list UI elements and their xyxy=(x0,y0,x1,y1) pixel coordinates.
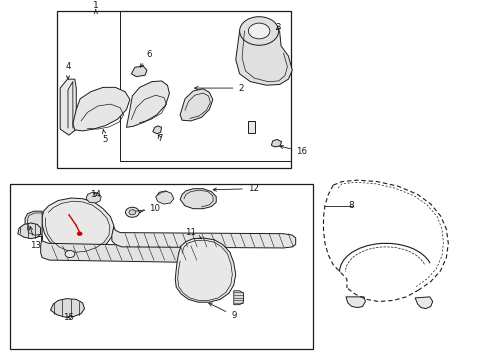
Bar xyxy=(120,12,290,161)
Polygon shape xyxy=(86,192,101,203)
Bar xyxy=(57,12,290,168)
Circle shape xyxy=(239,17,278,45)
Text: 16: 16 xyxy=(279,145,306,156)
Polygon shape xyxy=(180,189,216,209)
Polygon shape xyxy=(25,211,42,237)
Circle shape xyxy=(77,232,82,235)
Text: 4: 4 xyxy=(65,62,71,79)
Polygon shape xyxy=(153,126,161,134)
Polygon shape xyxy=(345,297,365,307)
Polygon shape xyxy=(126,81,169,127)
Polygon shape xyxy=(41,236,203,262)
Circle shape xyxy=(125,207,139,217)
Polygon shape xyxy=(175,238,235,302)
Polygon shape xyxy=(131,66,147,77)
Polygon shape xyxy=(112,226,295,248)
Circle shape xyxy=(65,251,75,258)
Polygon shape xyxy=(235,31,292,85)
Text: 11: 11 xyxy=(185,228,201,239)
Polygon shape xyxy=(42,198,114,254)
Text: 15: 15 xyxy=(63,313,74,322)
Text: 9: 9 xyxy=(208,303,236,320)
Text: 7: 7 xyxy=(157,134,163,143)
Text: 1: 1 xyxy=(93,1,99,10)
Text: 2: 2 xyxy=(194,84,244,93)
Text: 8: 8 xyxy=(347,201,353,210)
Polygon shape xyxy=(247,121,255,133)
Polygon shape xyxy=(233,291,243,305)
Circle shape xyxy=(248,23,269,39)
Polygon shape xyxy=(60,79,76,135)
Polygon shape xyxy=(18,223,41,239)
Polygon shape xyxy=(414,297,432,309)
Text: 14: 14 xyxy=(90,190,101,199)
Text: 10: 10 xyxy=(130,204,160,213)
Polygon shape xyxy=(156,191,173,204)
Text: 13: 13 xyxy=(29,226,41,249)
Circle shape xyxy=(129,210,136,215)
Polygon shape xyxy=(50,299,84,317)
Polygon shape xyxy=(180,89,212,121)
Text: 5: 5 xyxy=(102,130,108,144)
Bar xyxy=(10,184,312,348)
Polygon shape xyxy=(271,139,281,147)
Text: 6: 6 xyxy=(140,50,152,67)
Text: 3: 3 xyxy=(275,23,281,32)
Polygon shape xyxy=(73,87,130,131)
Text: 12: 12 xyxy=(213,184,258,193)
